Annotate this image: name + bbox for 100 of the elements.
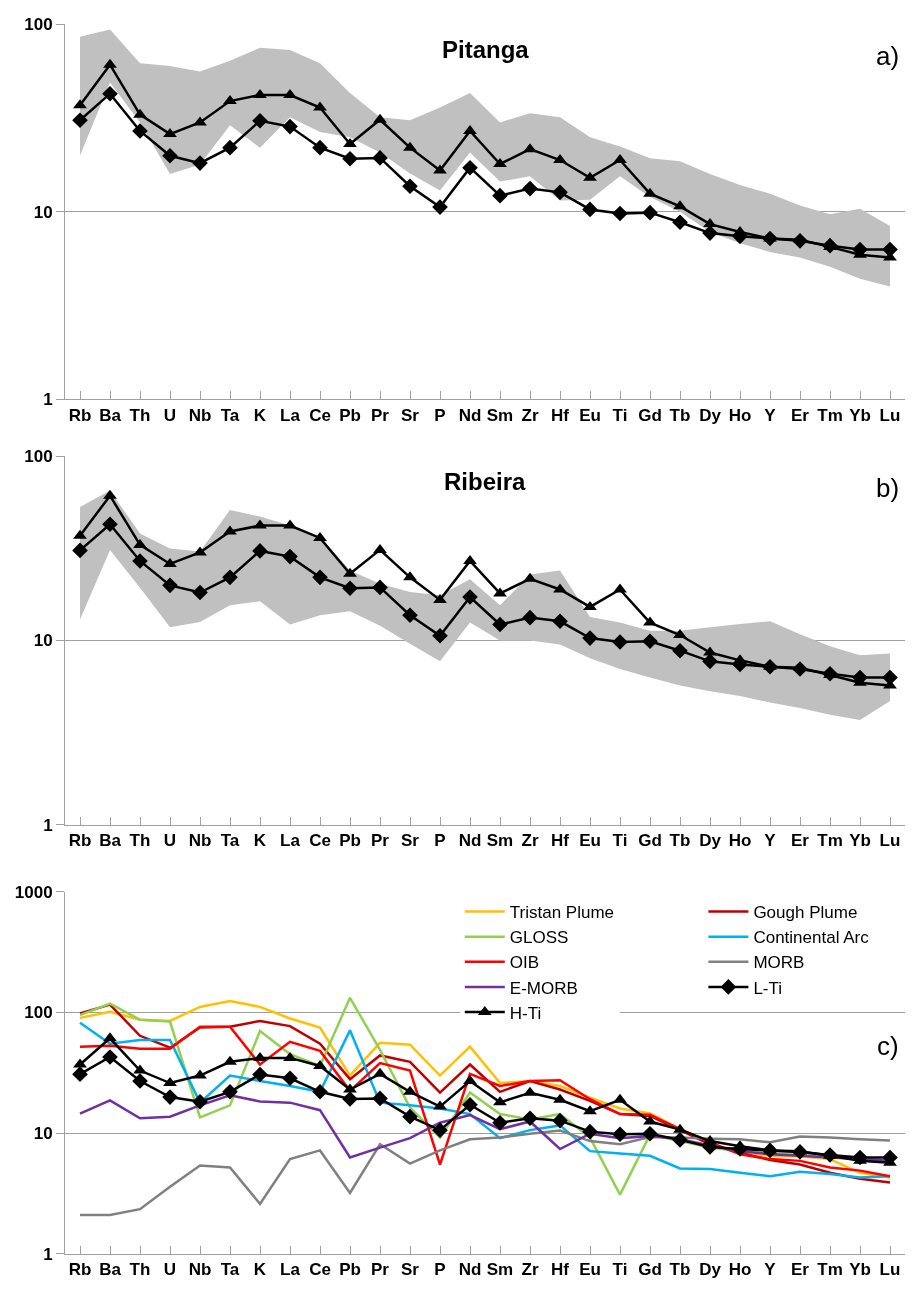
legend-label: Continental Arc [753,928,870,948]
point [73,99,87,109]
point [133,108,147,118]
x-tick-label: Ce [309,405,331,425]
x-tick-label: U [163,1260,177,1280]
point [583,1105,597,1115]
point [582,1123,598,1140]
x-tick-label: Ho [728,405,752,425]
point [523,572,537,582]
text: Ribeira [444,468,527,495]
point [492,187,508,204]
y-tick-label: 100 [24,15,53,35]
x-tick-label: Yb [849,1260,871,1280]
point [762,658,778,675]
point [223,95,237,105]
x-tick-label: Yb [849,405,871,425]
point [612,1126,628,1143]
point [312,569,328,586]
annotation: a) [876,41,900,71]
point [282,1070,298,1087]
point [643,1115,657,1125]
x-tick-label: Zr [521,831,539,851]
point [582,201,598,218]
point [103,1032,117,1042]
point [463,554,477,564]
point [642,1125,658,1142]
x-tick-label: Ta [220,1260,240,1280]
point [613,154,627,164]
point [372,1090,388,1107]
point [252,543,268,559]
point [433,593,447,603]
x-tick-label: Eu [579,405,601,425]
x-tick-label: Rb [68,1260,92,1280]
x-tick-label: Ba [99,1260,122,1280]
point [672,1132,688,1148]
x-tick-label: Nb [188,1260,212,1280]
y-tick-label: 100 [24,1003,53,1023]
point [312,1084,328,1100]
x-tick-label: Ce [309,831,331,851]
y-tick-label: 10 [33,202,53,222]
point [132,553,148,569]
point [703,646,717,656]
point [342,1091,358,1107]
point [523,143,537,153]
x-tick-label: Y [764,1260,777,1280]
point [522,1110,538,1127]
x-tick-label: Sm [486,831,514,851]
point [553,583,567,593]
x-tick-label: Tb [669,831,691,851]
point [553,1093,567,1103]
point [612,634,628,650]
y-tick-label: 1 [43,390,53,410]
point [463,1075,477,1085]
point [582,630,598,646]
point [403,1085,417,1095]
y-tick-label: 1 [43,1244,53,1264]
x-tick-label: Ce [309,1260,331,1280]
point [193,546,207,556]
x-tick-label: Eu [579,1260,601,1280]
point [523,1086,537,1096]
x-tick-label: Tm [817,405,843,425]
legend-label: L-Ti [753,978,783,998]
x-tick-label: Gd [638,405,662,425]
x-tick-label: Rb [68,405,92,425]
point [222,1084,238,1100]
point [403,571,417,581]
x-tick-label: Eu [579,831,601,851]
legend-label: OIB [509,953,540,973]
y-tick-label: 10 [33,631,53,651]
x-tick-label: Zr [521,1260,539,1280]
point [403,141,417,151]
point [253,89,267,99]
x-tick-label: Ti [612,405,628,425]
x-tick-label: Nd [458,1260,482,1280]
point [192,1093,208,1110]
point [402,607,418,624]
point [162,577,178,594]
point [222,569,238,586]
point [342,580,358,597]
point [313,1059,327,1069]
point [342,150,358,167]
x-tick-label: Ta [220,831,240,851]
point [642,633,658,650]
x-tick-label: K [253,831,267,851]
x-tick-label: Er [791,831,810,851]
x-tick-label: Dy [699,405,722,425]
point [433,164,447,174]
point [553,154,567,164]
x-tick-label: Lu [879,831,901,851]
x-tick-label: Dy [699,1260,722,1280]
point [522,180,538,197]
point [402,178,418,194]
point [492,616,508,633]
point [673,1123,687,1133]
x-tick-label: P [434,405,446,425]
legend-label: E-MORB [509,978,578,998]
point [253,519,267,529]
point [583,600,597,610]
point [102,85,118,102]
point [73,529,87,539]
